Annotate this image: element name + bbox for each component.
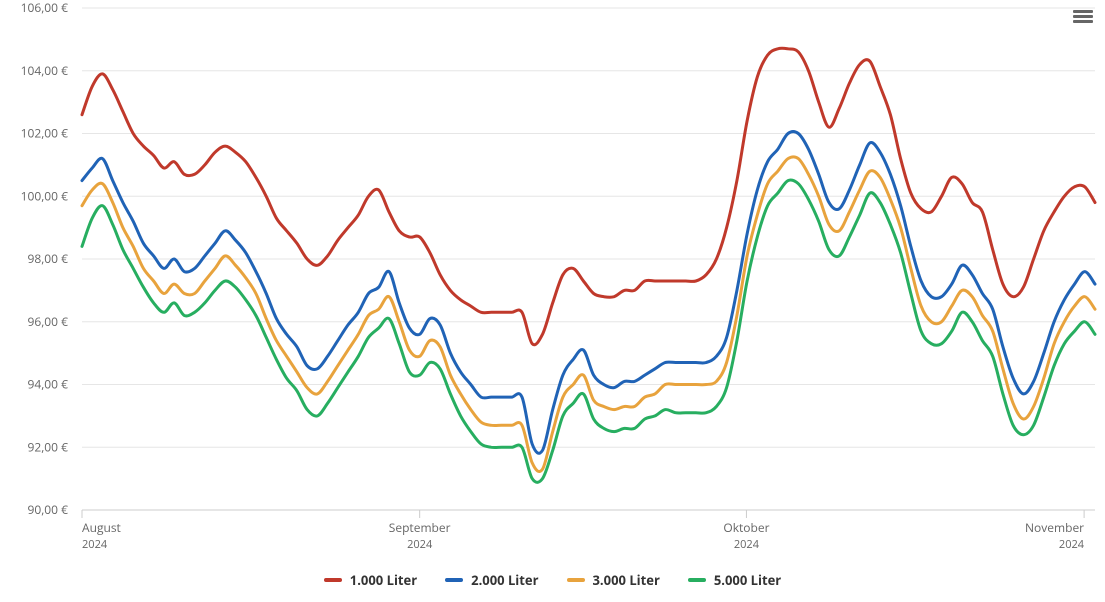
legend-label: 3.000 Liter <box>593 571 660 589</box>
legend-swatch <box>567 578 585 582</box>
x-axis-tick-label: Oktober <box>723 519 769 536</box>
y-axis-tick-label: 92,00 € <box>27 438 68 455</box>
y-axis-tick-label: 102,00 € <box>21 125 69 142</box>
series-line <box>82 180 1095 482</box>
x-axis-tick-sublabel: 2024 <box>734 537 760 552</box>
chart-plot-area: 90,00 € 92,00 € 94,00 € 96,00 € 98,00 € 100,0… <box>0 0 1105 560</box>
x-axis-tick-sublabel: 2024 <box>1059 537 1085 552</box>
legend-item[interactable]: 3.000 Liter <box>567 571 660 589</box>
chart-legend: 1.000 Liter 2.000 Liter 3.000 Liter 5.000 L… <box>0 568 1105 589</box>
series-line <box>82 157 1095 472</box>
legend-item[interactable]: 1.000 Liter <box>324 571 417 589</box>
legend-item[interactable]: 5.000 Liter <box>688 571 781 589</box>
y-axis-tick-label: 90,00 € <box>27 501 68 518</box>
y-axis-tick-label: 104,00 € <box>21 62 69 79</box>
legend-label: 5.000 Liter <box>714 571 781 589</box>
y-axis-tick-label: 94,00 € <box>27 376 68 393</box>
x-axis-tick-label: November <box>1025 519 1084 536</box>
y-axis-tick-label: 98,00 € <box>27 250 68 267</box>
legend-swatch <box>688 578 706 582</box>
y-axis-tick-label: 106,00 € <box>21 0 69 16</box>
chart-menu-icon[interactable] <box>1073 8 1093 24</box>
legend-swatch <box>445 578 463 582</box>
y-axis-tick-label: 100,00 € <box>21 187 69 204</box>
legend-swatch <box>324 578 342 582</box>
legend-label: 1.000 Liter <box>350 571 417 589</box>
x-axis-tick-label: August <box>82 519 121 536</box>
legend-label: 2.000 Liter <box>471 571 538 589</box>
legend-item[interactable]: 2.000 Liter <box>445 571 538 589</box>
x-axis-tick-label: September <box>389 519 451 536</box>
x-axis-tick-sublabel: 2024 <box>82 537 108 552</box>
price-chart: 90,00 € 92,00 € 94,00 € 96,00 € 98,00 € 100,0… <box>0 0 1105 602</box>
x-axis-tick-sublabel: 2024 <box>407 537 433 552</box>
y-axis-tick-label: 96,00 € <box>27 313 68 330</box>
